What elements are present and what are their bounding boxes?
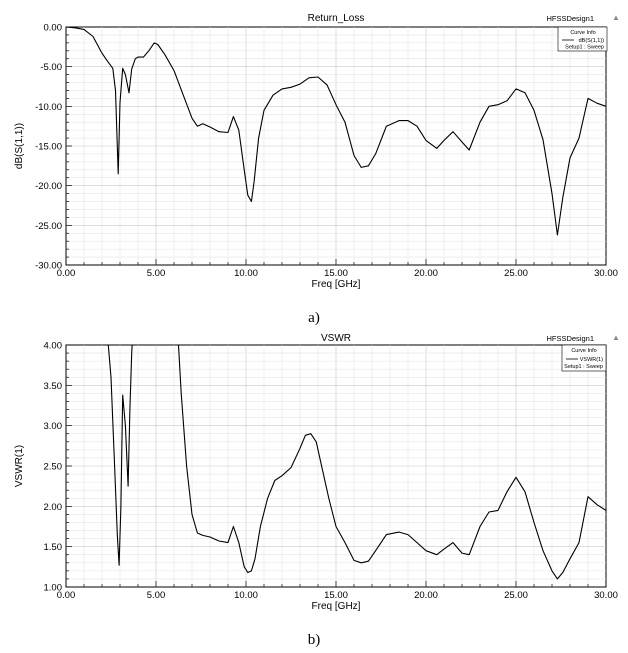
brand-label: HFSSDesign1 bbox=[546, 334, 594, 343]
brand-label: HFSSDesign1 bbox=[546, 14, 594, 23]
y-tick-label: 4.00 bbox=[44, 341, 63, 352]
x-tick-label: 10.00 bbox=[234, 590, 258, 601]
series-group bbox=[107, 345, 606, 580]
y-tick-label: -30.00 bbox=[35, 261, 62, 272]
legend-header: Curve Info bbox=[571, 348, 596, 354]
series-line bbox=[107, 345, 133, 566]
y-tick-label: 3.00 bbox=[44, 421, 63, 432]
y-tick-label: -10.00 bbox=[35, 102, 62, 113]
caption-a: a) bbox=[308, 310, 320, 326]
chart-title: Return_Loss bbox=[308, 13, 365, 24]
y-tick-label: 2.00 bbox=[44, 502, 63, 513]
x-tick-label: 20.00 bbox=[414, 590, 438, 601]
y-tick-label: 0.00 bbox=[44, 23, 63, 34]
legend-box[interactable]: Curve Info dB(S(1,1)) Setup1 : Sweep bbox=[557, 26, 608, 52]
legend-label: VSWR(1) bbox=[580, 357, 603, 363]
caption-b: b) bbox=[307, 632, 321, 648]
y-tick-labels: 0.00 -5.00 -10.00 -15.00 -20.00 -25.00 -30.00 bbox=[35, 23, 62, 272]
x-tick-label: 25.00 bbox=[504, 268, 528, 279]
x-tick-label: 15.00 bbox=[324, 268, 348, 279]
legend-sub: Setup1 : Sweep bbox=[565, 45, 604, 51]
collapse-arrow-icon[interactable]: ▲ bbox=[612, 333, 620, 342]
x-tick-labels: 0.00 5.00 10.00 15.00 20.00 25.00 30.00 bbox=[57, 268, 618, 279]
y-axis-label: VSWR(1) bbox=[14, 445, 25, 487]
x-tick-label: 0.00 bbox=[57, 590, 76, 601]
x-tick-label: 30.00 bbox=[594, 268, 618, 279]
legend-sub: Setup1 : Sweep bbox=[564, 364, 603, 370]
y-axis-label: dB(S(1,1)) bbox=[14, 123, 25, 169]
y-tick-label: 2.50 bbox=[44, 462, 63, 473]
x-tick-labels: 0.00 5.00 10.00 15.00 20.00 25.00 30.00 bbox=[57, 590, 618, 601]
return-loss-chart: Return_Loss HFSSDesign1 ▲ Curve Info dB(… bbox=[14, 13, 620, 290]
x-tick-label: 10.00 bbox=[234, 268, 258, 279]
x-tick-label: 0.00 bbox=[57, 268, 76, 279]
y-tick-label: 1.00 bbox=[44, 583, 63, 594]
x-tick-label: 5.00 bbox=[147, 268, 166, 279]
series-line bbox=[177, 345, 606, 580]
legend-box[interactable]: Curve Info VSWR(1) Setup1 : Sweep bbox=[561, 344, 607, 372]
vswr-chart: VSWR HFSSDesign1 ▲ Curve Info VSWR(1) Se… bbox=[14, 333, 620, 612]
y-tick-label: 1.50 bbox=[44, 542, 63, 553]
axis-ticks bbox=[66, 352, 589, 587]
collapse-arrow-icon[interactable]: ▲ bbox=[612, 13, 620, 22]
chart-title: VSWR bbox=[321, 333, 351, 344]
x-axis-label: Freq [GHz] bbox=[312, 279, 361, 290]
y-tick-label: -20.00 bbox=[35, 181, 62, 192]
x-axis-label: Freq [GHz] bbox=[312, 601, 361, 612]
x-tick-label: 30.00 bbox=[594, 590, 618, 601]
x-tick-label: 25.00 bbox=[504, 590, 528, 601]
y-tick-label: -5.00 bbox=[40, 62, 62, 73]
y-tick-labels: 4.00 3.50 3.00 2.50 2.00 1.50 1.00 bbox=[44, 341, 63, 594]
axis-ticks bbox=[66, 34, 589, 265]
series-line bbox=[66, 27, 606, 236]
y-tick-label: -25.00 bbox=[35, 221, 62, 232]
series-group bbox=[66, 27, 606, 236]
x-tick-label: 15.00 bbox=[324, 590, 348, 601]
grid bbox=[66, 345, 606, 587]
grid bbox=[66, 27, 606, 265]
legend-label: dB(S(1,1)) bbox=[579, 38, 605, 44]
x-tick-label: 5.00 bbox=[147, 590, 166, 601]
x-tick-label: 20.00 bbox=[414, 268, 438, 279]
legend-header: Curve Info bbox=[570, 30, 595, 36]
y-tick-label: 3.50 bbox=[44, 381, 63, 392]
y-tick-label: -15.00 bbox=[35, 142, 62, 153]
